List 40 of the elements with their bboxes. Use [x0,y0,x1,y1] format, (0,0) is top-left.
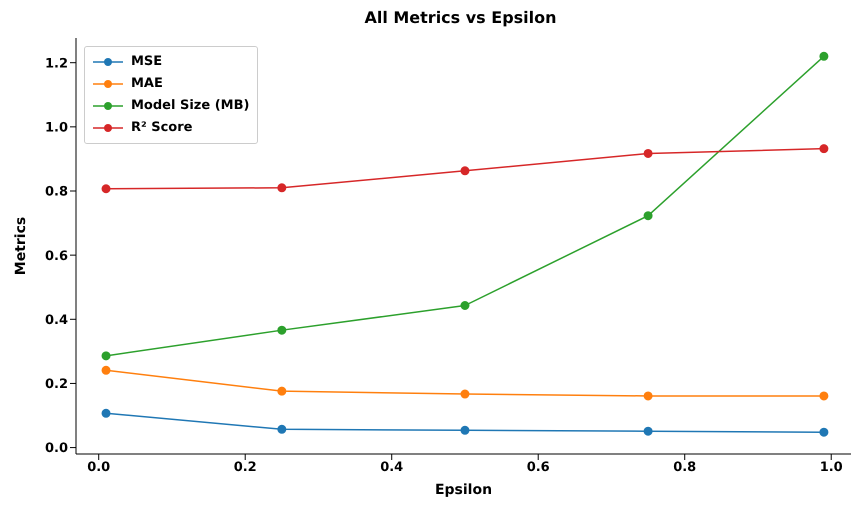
point [819,144,828,154]
legend-label: Model Size (MB) [131,97,250,115]
y-tick-label: 1.0 [44,120,68,136]
point [819,391,828,400]
y-tick-label: 0.8 [44,184,68,200]
y-tick-label: 0.0 [44,441,68,456]
point [644,148,653,158]
point [644,211,653,220]
legend-label: MSE [131,53,162,71]
point [644,426,653,436]
point [460,166,470,176]
point [102,408,111,418]
x-tick-label: 1.0 [820,460,843,476]
x-tick-label: 0.4 [380,460,404,476]
point [277,326,286,335]
chart-title: All Metrics vs Epsilon [363,8,558,29]
y-tick-label: 0.6 [44,248,68,264]
point [102,184,111,194]
point [277,183,286,192]
point [644,391,653,400]
point [819,428,828,437]
x-tick-label: 0.0 [87,460,110,476]
point [102,351,111,360]
point [460,300,470,310]
point [460,390,470,399]
y-axis-title: Metrics [12,216,29,276]
legend-label: MAE [131,75,163,93]
point [819,52,828,61]
point [460,426,470,435]
x-tick-label: 0.2 [234,460,257,476]
y-tick-label: 0.2 [44,377,68,392]
point [277,386,286,396]
x-tick-label: 0.6 [526,460,550,476]
x-axis-title: Epsilon [434,482,492,498]
point [277,424,286,434]
legend-label: R² Score [131,119,192,137]
y-tick-label: 0.4 [44,312,68,328]
x-tick-label: 0.8 [673,460,696,476]
point [102,366,111,375]
y-tick-label: 1.2 [44,56,68,72]
